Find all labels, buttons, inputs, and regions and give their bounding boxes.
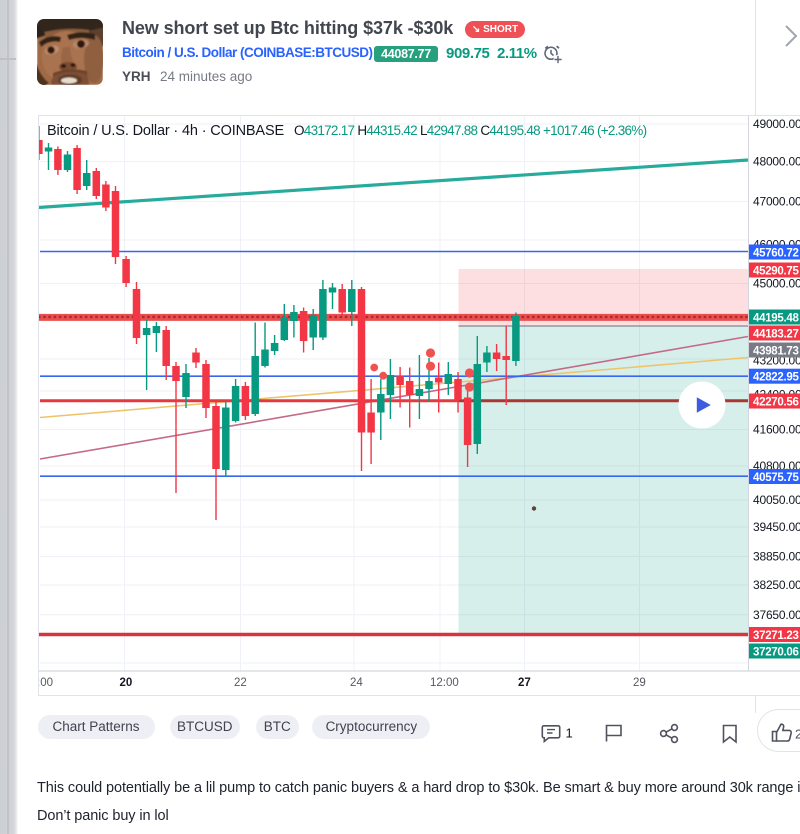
svg-text:42270.56: 42270.56 xyxy=(753,396,799,408)
svg-text:42822.95: 42822.95 xyxy=(753,372,799,384)
svg-text:1: 1 xyxy=(566,726,573,741)
svg-text:39450.00: 39450.00 xyxy=(753,520,800,534)
svg-text:2: 2 xyxy=(795,727,800,742)
svg-text:45000.00: 45000.00 xyxy=(753,277,800,291)
svg-text:37270.06: 37270.06 xyxy=(753,646,799,658)
svg-text:24: 24 xyxy=(350,677,363,689)
svg-text:37650.00: 37650.00 xyxy=(753,608,800,622)
svg-text:49000.00: 49000.00 xyxy=(753,117,800,131)
svg-text:44183.27: 44183.27 xyxy=(753,328,799,340)
svg-text::00: :00 xyxy=(38,677,53,689)
svg-text:Bitcoin / U.S. Dollar · 4h · C: Bitcoin / U.S. Dollar · 4h · COINBASE xyxy=(47,123,284,139)
svg-text:29: 29 xyxy=(633,677,646,689)
svg-text:20: 20 xyxy=(120,677,133,689)
svg-text:40575.75: 40575.75 xyxy=(753,472,799,484)
svg-text:38250.00: 38250.00 xyxy=(753,578,800,592)
svg-text:45290.75: 45290.75 xyxy=(753,265,799,277)
svg-text:37271.23: 37271.23 xyxy=(753,630,799,642)
svg-text:22: 22 xyxy=(234,677,247,689)
svg-text:40050.00: 40050.00 xyxy=(753,493,800,507)
svg-text:27: 27 xyxy=(518,677,531,689)
svg-text:43981.73: 43981.73 xyxy=(753,345,799,357)
svg-text:44195.48: 44195.48 xyxy=(753,312,799,324)
svg-text:38850.00: 38850.00 xyxy=(753,549,800,563)
svg-text:47000.00: 47000.00 xyxy=(753,195,800,209)
svg-text:O43172.17 H44315.42 L42947.88: O43172.17 H44315.42 L42947.88 C44195.48 … xyxy=(294,123,647,138)
svg-text:48000.00: 48000.00 xyxy=(753,155,800,169)
svg-text:41600.00: 41600.00 xyxy=(753,423,800,437)
svg-text:45760.72: 45760.72 xyxy=(753,247,799,259)
svg-text:12:00: 12:00 xyxy=(430,677,459,689)
